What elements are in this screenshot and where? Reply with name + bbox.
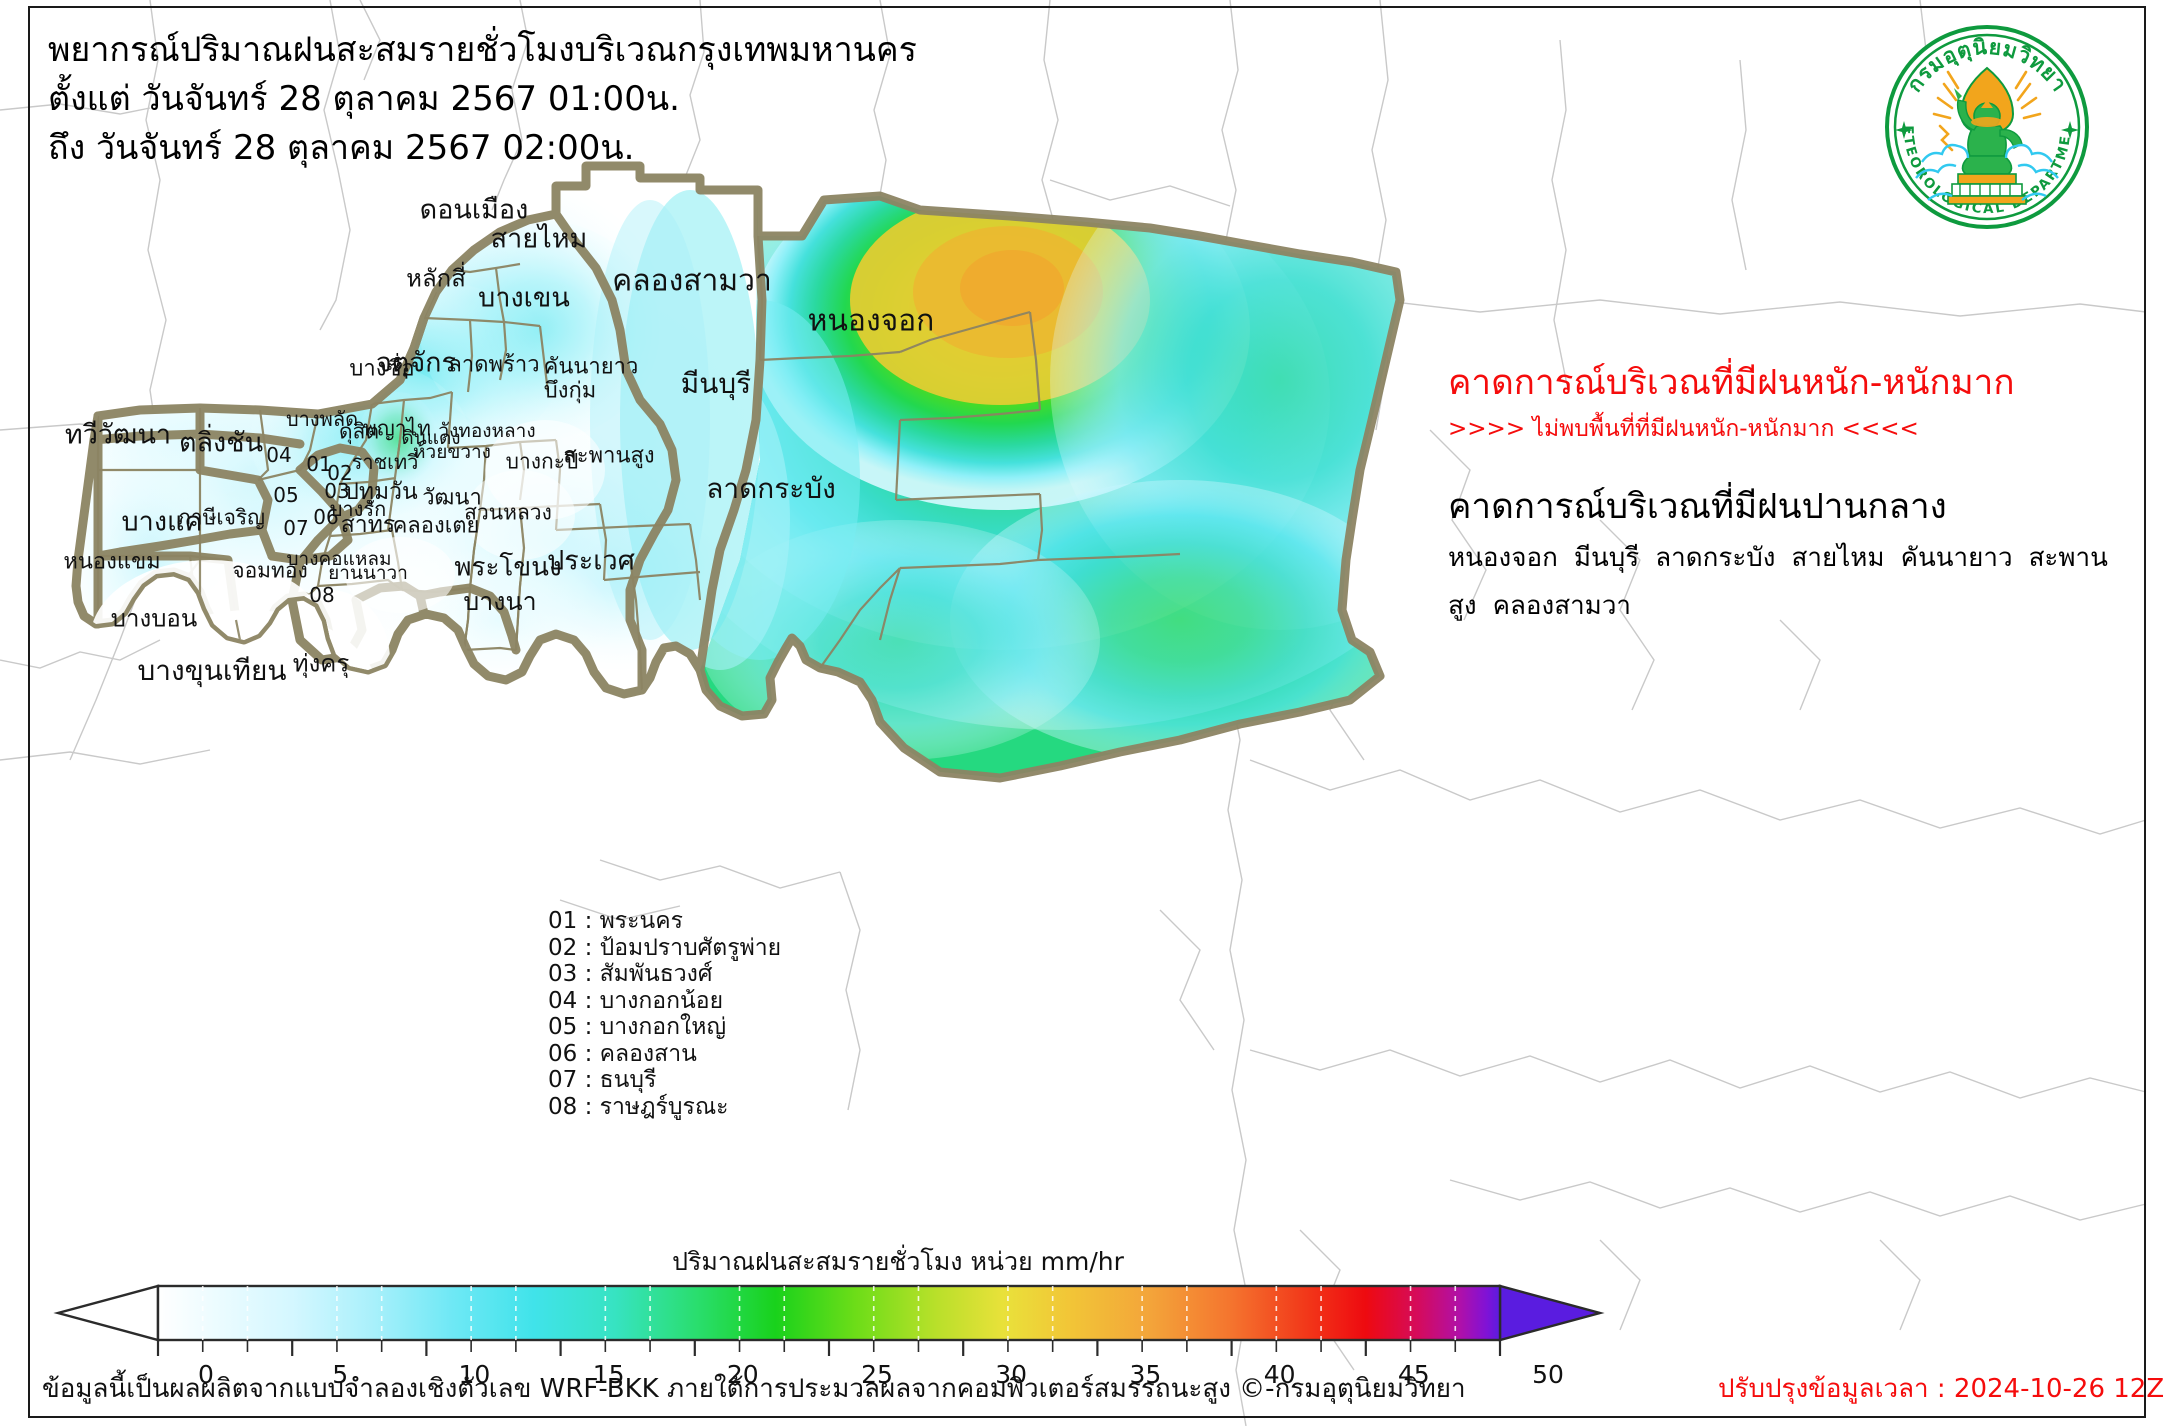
map-district-label: 06 [313, 505, 339, 529]
colorbar-title: ปริมาณฝนสะสมรายชั่วโมง หน่วย mm/hr [672, 1247, 1124, 1276]
district-key-row: 04 : บางกอกน้อย [548, 987, 724, 1014]
district-key-row: 07 : ธนบุรี [548, 1067, 657, 1093]
moderate-district-name: คันนายาว [1900, 543, 2013, 573]
moderate-district-name: หนองจอก [1448, 543, 1558, 573]
title-line-2: ตั้งแต่ วันจันทร์ 28 ตุลาคม 2567 01:00น. [48, 79, 680, 119]
colorbar-tick-label: 10 [458, 1360, 491, 1389]
map-district-label: หลักสี่ [406, 264, 466, 293]
map-district-label: บางคอแหลม [286, 548, 392, 570]
map-district-label: ภาษีเจริญ [176, 505, 266, 530]
map-district-label: ดินแดง [401, 427, 461, 449]
map-district-label: ประเวศ [547, 545, 635, 577]
colorbar-tick-label: 40 [1263, 1360, 1296, 1389]
footer-source-note: ข้อมูลนี้เป็นผลผลิตจากแบบจำลองเชิงตัวเลข… [42, 1374, 1466, 1404]
map-district-label: สวนหลวง [464, 500, 552, 525]
colorbar-tick-label: 30 [995, 1360, 1028, 1389]
colorbar-tick-label: 20 [726, 1360, 759, 1389]
map-district-label: บางเขน [478, 282, 570, 314]
moderate-district-name: คลองสามวา [1492, 591, 1632, 621]
map-district-label: บางรัก [329, 497, 387, 521]
map-district-label: สาทร [340, 512, 396, 538]
map-district-label: 01 [306, 452, 332, 476]
title-line-3: ถึง วันจันทร์ 28 ตุลาคม 2567 02:00น. [48, 128, 635, 168]
title-line-1: พยากรณ์ปริมาณฝนสะสมรายชั่วโมงบริเวณกรุงเ… [48, 30, 917, 70]
colorbar-tick-label: 0 [198, 1360, 214, 1389]
moderate-district-name: สะพานสูง [1448, 543, 2108, 621]
map-district-label: บางบอน [110, 604, 198, 633]
map-district-label: ห้วยขวาง [413, 441, 491, 463]
rainfall-field [76, 166, 1400, 778]
district-key-row: 01 : พระนคร [548, 908, 683, 934]
map-district-label: ลาดกระบัง [706, 472, 836, 505]
map-district-label: บางแค [121, 506, 203, 538]
map-district-label: บางซื่อ [349, 356, 415, 382]
district-key-row: 03 : สัมพันธวงศ์ [548, 961, 713, 987]
footer-update-time: ปรับปรุงข้อมูลเวลา : 2024-10-26 12Z [1718, 1374, 2165, 1404]
map-district-label: บึงกุ่ม [543, 378, 597, 404]
colorbar-tick-label: 15 [592, 1360, 625, 1389]
moderate-rain-heading: คาดการณ์บริเวณที่มีฝนปานกลาง [1448, 487, 1947, 527]
map-district-label: สายไหม [490, 223, 588, 255]
map-district-label: จตุจักร [375, 347, 457, 379]
map-district-label: คลองสามวา [612, 263, 772, 299]
moderate-district-name: มีนบุรี [1573, 543, 1640, 573]
map-district-label: 03 [324, 479, 350, 503]
district-key-row: 08 : ราษฎร์บูรณะ [548, 1093, 729, 1120]
moderate-district-name: ลาดกระบัง [1655, 543, 1776, 573]
heavy-rain-heading: คาดการณ์บริเวณที่มีฝนหนัก-หนักมาก [1448, 363, 2015, 403]
map-district-label: ทุ่งครุ [292, 649, 350, 678]
heavy-rain-note: >>>> ไม่พบพื้นที่ที่มีฝนหนัก-หนักมาก <<<… [1448, 416, 1919, 442]
map-district-label: ดอนเมือง [419, 194, 529, 226]
map-district-label: 02 [327, 461, 353, 485]
map-district-label: บางกะปิ [505, 449, 579, 474]
colorbar-tick-label: 5 [332, 1360, 349, 1389]
map-district-label: คันนายาว [543, 354, 639, 380]
tmd-logo: กรมอุตุนิยมวิทยา METEOROLOGICAL DEPARTME… [1874, 10, 2092, 232]
colorbar-gradient [53, 1284, 1605, 1356]
district-key-row: 06 : คลองสาน [548, 1040, 697, 1067]
map-district-label: จอมทอง [232, 558, 308, 583]
map-district-label: ยานนาวา [328, 562, 408, 584]
map-district-label: มีนบุรี [680, 367, 752, 400]
map-district-label: หนองจอก [807, 303, 935, 339]
map-district-label: บางขุนเทียน [137, 654, 287, 687]
map-district-label: บางนา [463, 587, 537, 616]
map-district-label: ดุสิต [338, 419, 380, 444]
map-district-label: คลองเตย [392, 513, 480, 539]
map-district-label: วัฒนา [422, 485, 482, 511]
map-district-label: ตลิ่งชัน [178, 427, 264, 459]
forecast-legend-panel: คาดการณ์บริเวณที่มีฝนหนัก-หนักมาก >>>> ไ… [1448, 360, 2148, 630]
page-frame [28, 6, 2146, 1418]
district-key-row: 05 : บางกอกใหญ่ [548, 1014, 727, 1040]
rainfall-colorbar: ปริมาณฝนสะสมรายชั่วโมง หน่วย mm/hr 0 5 10 1… [48, 1247, 1608, 1404]
map-title-block: พยากรณ์ปริมาณฝนสะสมรายชั่วโมงบริเวณกรุงเ… [48, 26, 1028, 173]
map-district-label: พญาไท [363, 416, 431, 441]
map-district-label: 04 [266, 443, 292, 467]
map-district-label: ทวีวัฒนา [64, 419, 172, 451]
map-district-label: วังทองหลาง [438, 420, 536, 442]
colorbar-tick-label: 50 [1532, 1360, 1564, 1389]
map-district-label: พระโขนง [454, 552, 562, 583]
moderate-rain-district-list: หนองจอก มีนบุรี ลาดกระบัง สายไหม คันนายาว สะพ… [1448, 534, 2148, 630]
map-district-label: หนองแขม [63, 549, 161, 575]
map-district-label: สะพานสูง [563, 443, 655, 469]
colorbar-tick-label: 45 [1397, 1360, 1430, 1389]
map-district-label: ปทุมวัน [344, 479, 418, 505]
district-number-key: 01 : พระนคร 02 : ป้อมปราบศัตรูพ่าย 03 : สั… [548, 908, 781, 1120]
moderate-district-name: สายไหม [1791, 543, 1885, 573]
map-district-label: 08 [309, 583, 335, 607]
district-key-row: 02 : ป้อมปราบศัตรูพ่าย [548, 934, 782, 961]
map-district-label: 05 [273, 483, 299, 507]
colorbar-tick-label: 25 [861, 1360, 893, 1389]
map-district-label: ลาดพร้าว [448, 352, 540, 378]
map-district-label: ราชเทวี [351, 450, 419, 474]
colorbar-tick-label: 35 [1129, 1360, 1162, 1389]
map-district-label: 07 [283, 516, 309, 540]
map-district-label: บางพลัด [285, 407, 359, 431]
